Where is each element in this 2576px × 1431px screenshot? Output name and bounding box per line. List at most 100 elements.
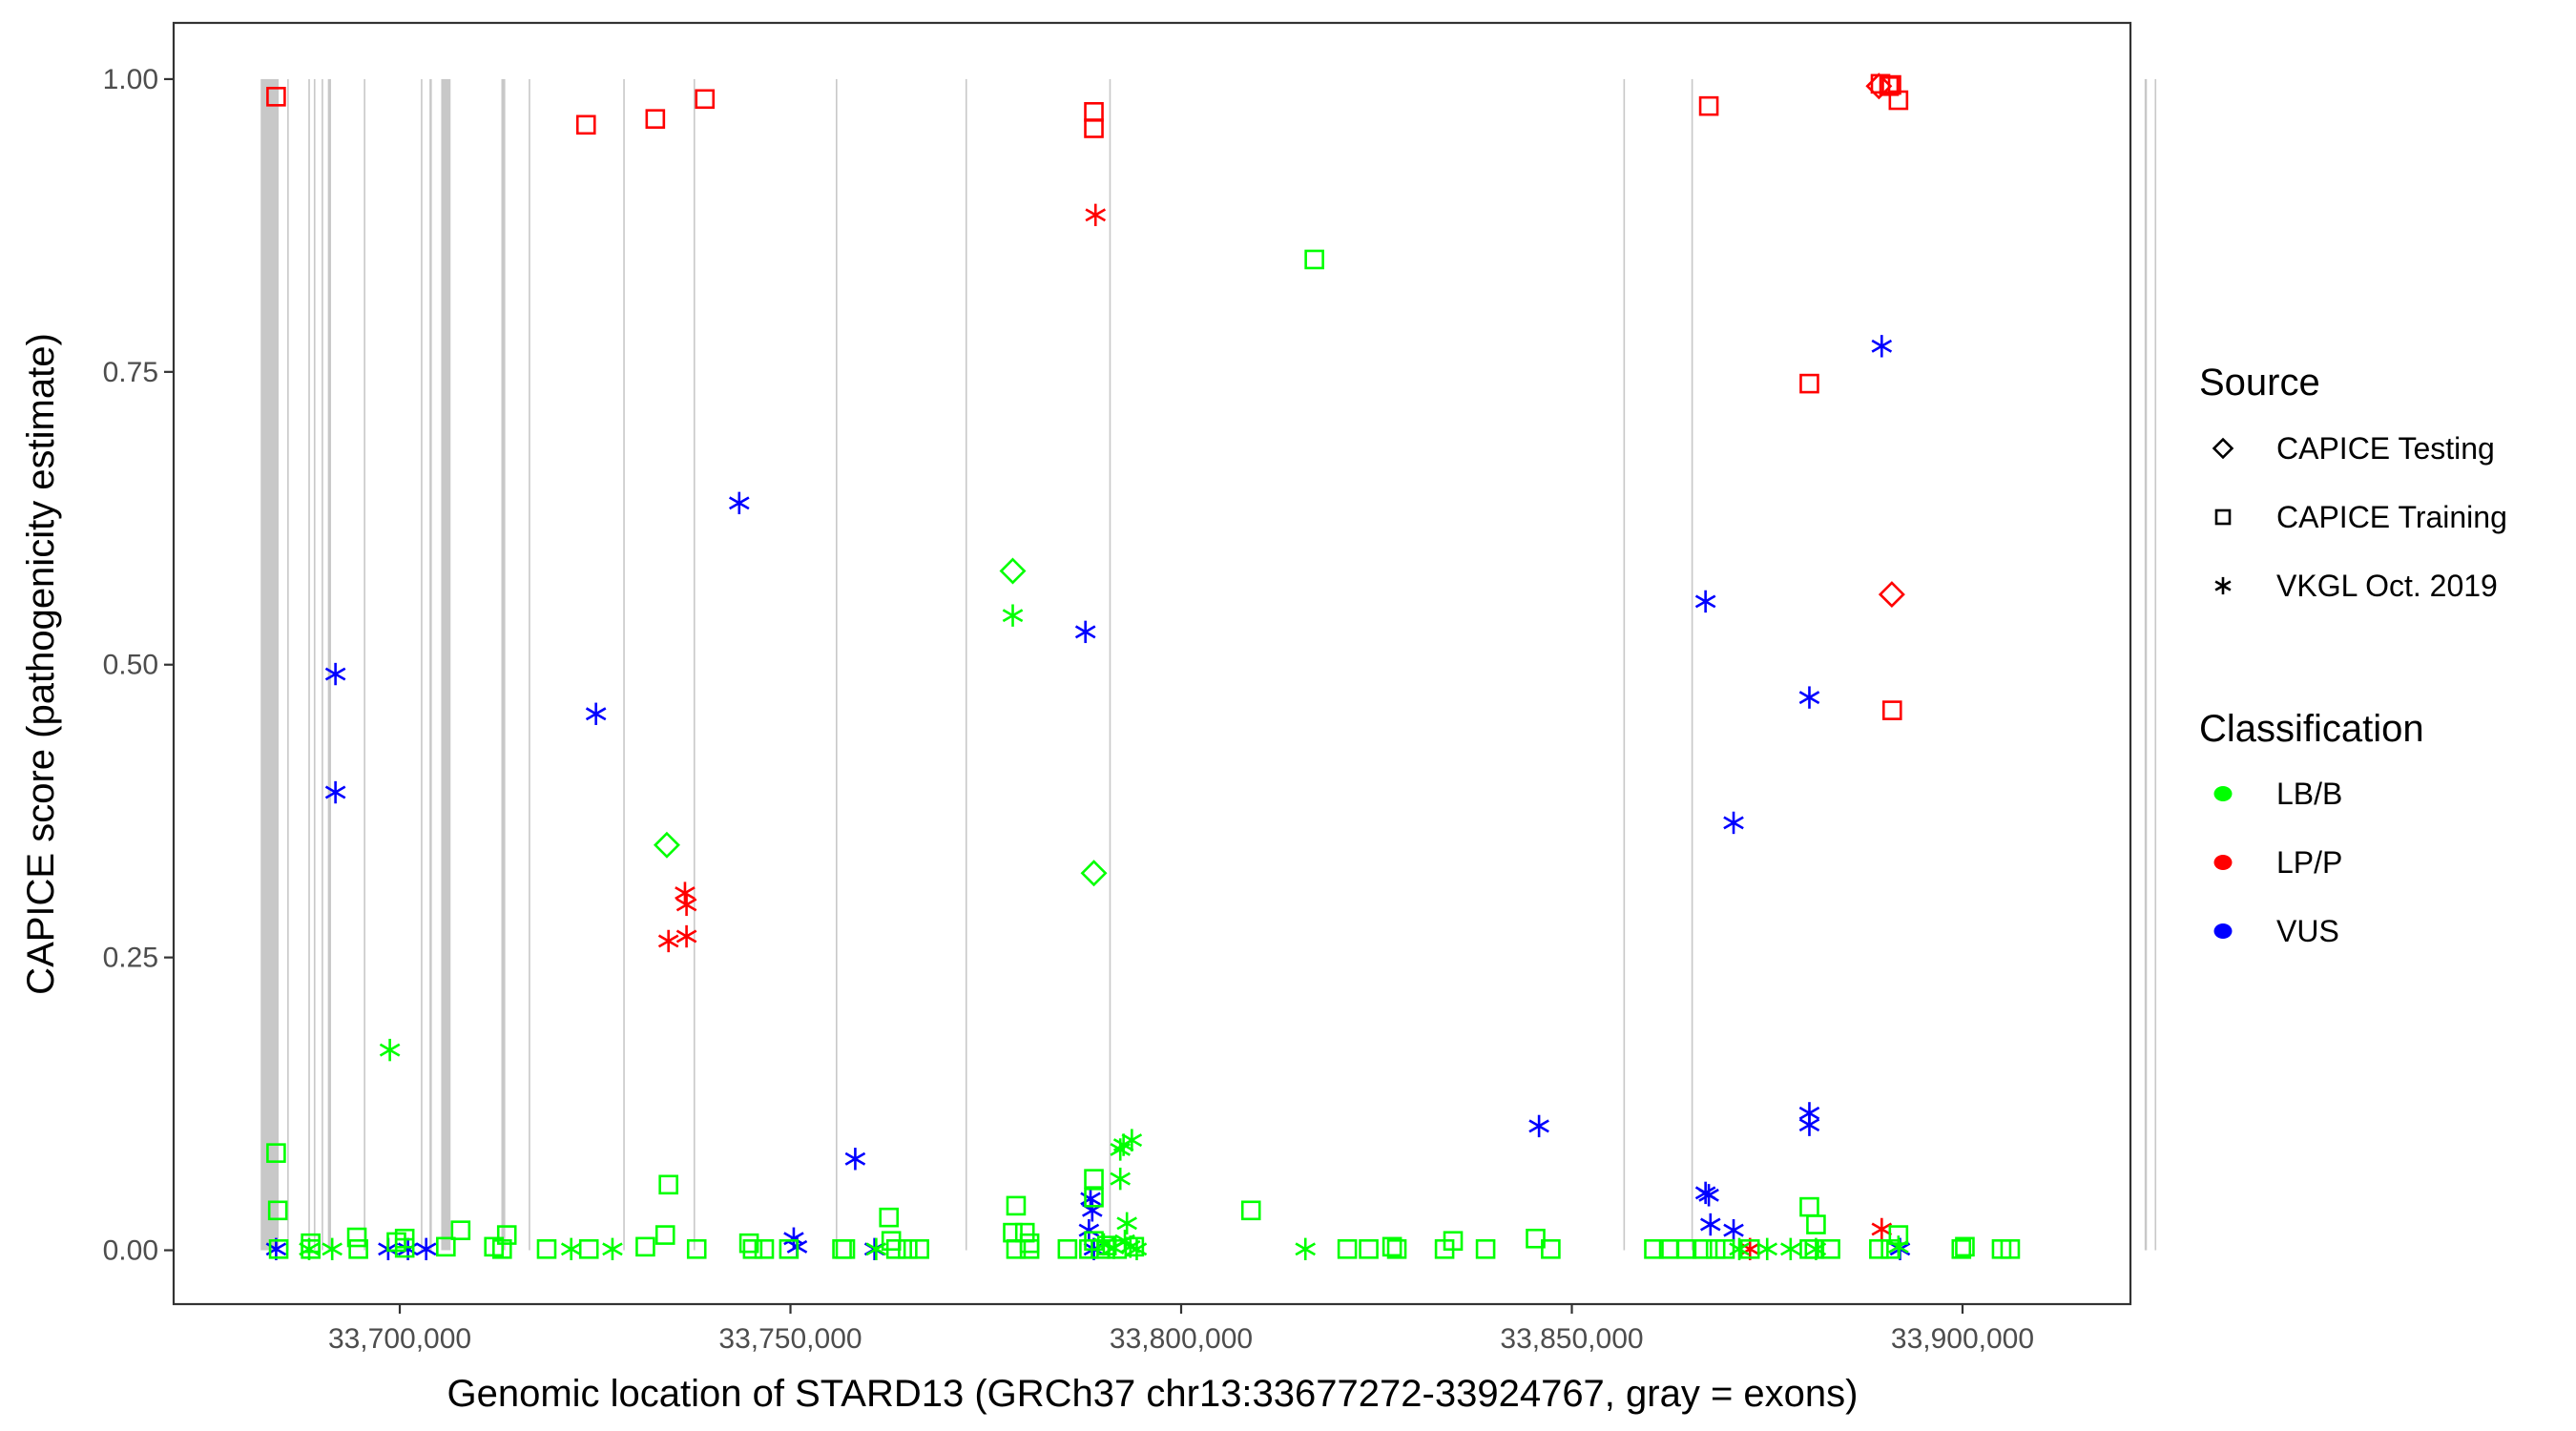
legend-label: LP/P [2276, 845, 2342, 880]
data-point [560, 1237, 582, 1261]
data-point [1881, 700, 1902, 720]
legend-key-circle-icon [2213, 855, 2233, 870]
data-point [1865, 73, 1893, 100]
legend-label: VKGL Oct. 2019 [2276, 569, 2498, 603]
data-point [645, 109, 666, 129]
data-point [1359, 1239, 1379, 1259]
plot-frame [172, 21, 2132, 1306]
data-point [1955, 1236, 1975, 1257]
data-point [324, 780, 346, 804]
data-point [322, 1237, 343, 1261]
exon-band [287, 78, 289, 1251]
data-point [415, 1237, 437, 1261]
data-point [1074, 620, 1096, 644]
x-tick-label: 33,700,000 [328, 1323, 471, 1355]
exon-band [529, 78, 530, 1251]
data-point [1723, 811, 1744, 835]
data-point [1951, 1239, 1972, 1259]
data-point [1124, 1236, 1145, 1257]
data-point [1541, 1239, 1561, 1259]
data-point [675, 893, 697, 917]
legend-title-source: Source [2199, 362, 2320, 404]
x-axis-title: Genomic location of STARD13 (GRCh37 chr1… [447, 1373, 1858, 1415]
data-point [654, 1225, 675, 1245]
data-point [1121, 1129, 1143, 1151]
data-point [602, 1237, 623, 1261]
data-points [265, 73, 2021, 1261]
data-point [675, 924, 697, 948]
data-point [879, 1207, 900, 1228]
data-point [267, 1200, 288, 1221]
legend-label: CAPICE Training [2276, 500, 2507, 534]
data-point [1723, 1218, 1744, 1242]
data-point [909, 1239, 929, 1259]
data-point [742, 1239, 763, 1259]
data-point [1878, 581, 1905, 609]
data-point [1714, 1239, 1735, 1259]
data-point [379, 1038, 401, 1062]
data-point [266, 1143, 286, 1163]
data-point [394, 1237, 415, 1258]
data-point [1096, 1235, 1117, 1255]
data-point [675, 881, 696, 904]
exon-band [441, 78, 451, 1251]
data-point [1084, 118, 1104, 138]
exon-band [2144, 78, 2148, 1251]
y-tick-label: 1.00 [103, 64, 158, 95]
exon-band [364, 78, 365, 1251]
data-point [1019, 1239, 1040, 1259]
data-point [1806, 1214, 1826, 1234]
data-point [779, 1239, 800, 1259]
data-point [729, 491, 750, 515]
data-point [1381, 1236, 1402, 1257]
data-point [1080, 860, 1108, 887]
legend-title-classification: Classification [2199, 708, 2424, 750]
data-point [268, 1239, 289, 1259]
data-point [835, 1239, 856, 1259]
data-point [1700, 1213, 1721, 1236]
data-point [1434, 1239, 1455, 1259]
data-point [635, 1236, 655, 1257]
data-point [1240, 1200, 1261, 1221]
data-point [1798, 1113, 1820, 1136]
exon-band [260, 78, 280, 1251]
data-point [1002, 604, 1024, 627]
data-point [695, 89, 716, 110]
y-tick-label: 0.75 [103, 357, 158, 388]
exon-band [693, 78, 696, 1251]
data-point [1475, 1239, 1496, 1259]
legend-key-circle-icon [2213, 923, 2233, 939]
exon-band [965, 78, 967, 1251]
data-point [301, 1239, 321, 1259]
data-point [1694, 590, 1716, 613]
legend-key-asterisk-icon [2214, 576, 2232, 595]
data-point [348, 1239, 368, 1259]
data-point [1057, 1239, 1078, 1259]
legend-key-circle-icon [2213, 786, 2233, 801]
data-point [536, 1239, 557, 1259]
data-point [1116, 1212, 1137, 1234]
exon-band [1623, 78, 1626, 1251]
data-point [1110, 1167, 1131, 1191]
data-point [2000, 1239, 2021, 1259]
data-point [1644, 1239, 1664, 1259]
data-point [1304, 249, 1324, 270]
exon-band [836, 78, 838, 1251]
legend-key-diamond-icon [2212, 437, 2234, 460]
exon-band [623, 78, 625, 1251]
exon-band [313, 78, 316, 1251]
data-point [436, 1236, 456, 1257]
data-point [1676, 1239, 1697, 1259]
data-point [885, 1239, 906, 1259]
data-point [658, 1174, 678, 1195]
data-point [1084, 1187, 1104, 1208]
exon-bands [260, 78, 2157, 1251]
data-point [1528, 1114, 1549, 1138]
y-tick-label: 0.00 [103, 1235, 158, 1267]
data-point [898, 1239, 918, 1259]
exon-band [322, 78, 323, 1251]
data-point [575, 114, 596, 135]
data-point [1799, 373, 1819, 394]
